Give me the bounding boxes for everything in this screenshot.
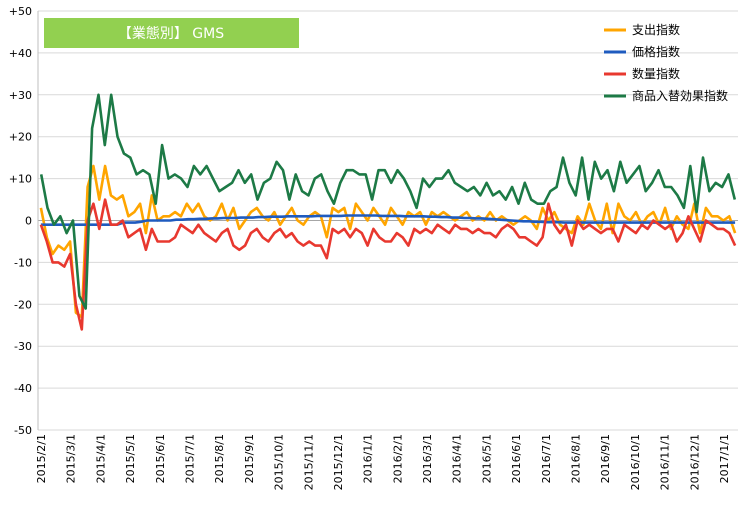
x-tick-label: 2016/10/1 xyxy=(629,434,642,490)
y-axis-ticks: +50 +40 +30 +20 +10 0 -10 -20 -30 -40 -50 xyxy=(9,5,32,437)
x-tick-label: 2016/4/1 xyxy=(451,434,464,483)
x-tick-label: 2016/6/1 xyxy=(510,434,523,483)
x-tick-label: 2016/12/1 xyxy=(688,434,701,490)
x-tick-label: 2015/9/1 xyxy=(243,434,256,483)
x-tick-label: 2015/4/1 xyxy=(94,434,107,483)
chart-title-box: 【業態別】 GMS xyxy=(44,18,299,48)
legend-label: 数量指数 xyxy=(632,66,680,81)
series-line xyxy=(39,93,737,310)
x-tick-label: 2015/3/1 xyxy=(65,434,78,483)
x-tick-label: 2016/3/1 xyxy=(421,434,434,483)
y-tick-label: +50 xyxy=(9,5,32,18)
x-tick-label: 2016/11/1 xyxy=(659,434,672,490)
y-tick-label: +10 xyxy=(9,173,32,186)
legend-label: 支出指数 xyxy=(632,22,680,37)
x-tick-label: 2015/12/1 xyxy=(332,434,345,490)
x-tick-label: 2016/9/1 xyxy=(599,434,612,483)
legend-label: 価格指数 xyxy=(632,44,680,59)
y-tick-label: -50 xyxy=(14,424,32,437)
x-tick-label: 2017/1/1 xyxy=(718,434,731,483)
x-tick-label: 2015/11/1 xyxy=(302,434,315,490)
series-line xyxy=(39,198,737,331)
y-tick-label: -30 xyxy=(14,340,32,353)
x-tick-label: 2016/7/1 xyxy=(540,434,553,483)
title-background xyxy=(44,18,299,48)
x-tick-label: 2015/6/1 xyxy=(154,434,167,483)
x-tick-label: 2016/8/1 xyxy=(570,434,583,483)
x-tick-label: 2015/8/1 xyxy=(213,434,226,483)
legend-label: 商品入替効果指数 xyxy=(632,88,728,103)
y-tick-label: +30 xyxy=(9,89,32,102)
y-tick-label: -10 xyxy=(14,256,32,269)
x-tick-label: 2015/5/1 xyxy=(124,434,137,483)
x-tick-label: 2016/1/1 xyxy=(362,434,375,483)
chart-title: 【業態別】 GMS xyxy=(118,26,224,42)
series-line xyxy=(40,214,736,226)
x-axis-ticks: 2015/2/1 2015/3/1 2015/4/1 2015/5/1 2015/6/1… xyxy=(35,434,731,490)
y-tick-label: -40 xyxy=(14,382,32,395)
x-tick-label: 2015/7/1 xyxy=(183,434,196,483)
x-tick-label: 2015/10/1 xyxy=(273,434,286,490)
x-tick-label: 2016/5/1 xyxy=(480,434,493,483)
series-lines xyxy=(39,93,737,331)
y-tick-label: +20 xyxy=(9,131,32,144)
y-tick-label: 0 xyxy=(25,215,32,228)
y-tick-label: +40 xyxy=(9,47,32,60)
x-tick-label: 2016/2/1 xyxy=(391,434,404,483)
x-tick-label: 2015/2/1 xyxy=(35,434,48,483)
y-tick-label: -20 xyxy=(14,298,32,311)
